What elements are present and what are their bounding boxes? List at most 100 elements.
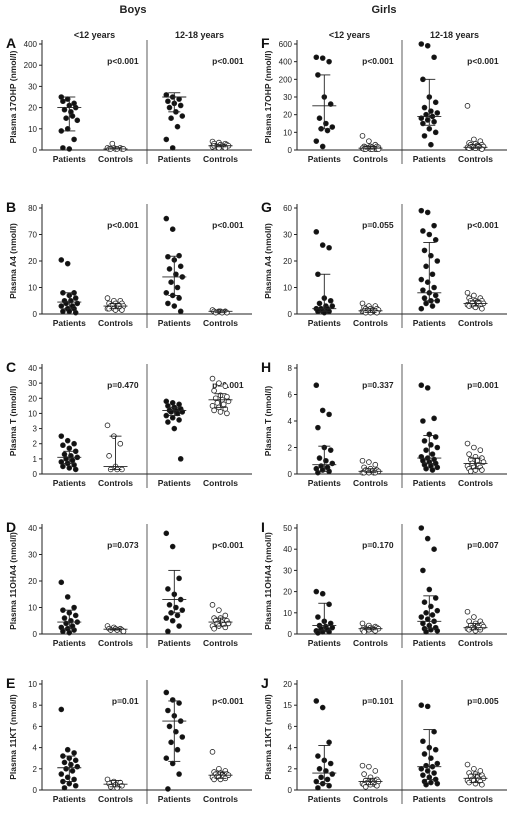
patients-point	[169, 400, 176, 406]
y-tick-label: 30	[28, 551, 37, 560]
patients-point	[163, 412, 170, 419]
patients-point	[434, 760, 441, 767]
controls-point	[209, 602, 216, 608]
patients-point	[61, 615, 68, 621]
patients-point	[431, 54, 437, 61]
y-tick-label: 2	[288, 444, 293, 453]
y-axis-label: Plasma 17OHP (nmol/l)	[263, 50, 273, 143]
controls-point	[464, 289, 471, 296]
patients-point	[326, 629, 332, 635]
patients-point	[418, 305, 425, 312]
y-tick-label: 3	[33, 425, 38, 434]
y-tick-label: 10	[283, 284, 292, 293]
patients-point	[420, 418, 426, 424]
patients-point	[63, 115, 69, 121]
patients-point	[168, 115, 174, 121]
patients-point	[72, 782, 79, 789]
patients-point	[71, 750, 77, 756]
patients-x-label: Patients	[413, 154, 446, 164]
patients-point	[329, 124, 336, 130]
patients-point	[327, 101, 334, 107]
patients-point	[58, 257, 65, 263]
controls-x-label: Controls	[458, 478, 493, 488]
patients-point	[174, 410, 181, 417]
y-tick-label: 0	[33, 146, 38, 155]
p-value: p=0.101	[362, 696, 394, 706]
y-axis-label: Plasma 11KT (nmol/l)	[8, 694, 18, 780]
patients-point	[418, 525, 425, 531]
patients-point	[165, 253, 171, 260]
patients-point	[434, 444, 441, 451]
patients-point	[58, 459, 65, 465]
boys-header: Boys	[120, 4, 147, 16]
y-tick-label: 6	[288, 722, 293, 731]
patients-point	[329, 303, 336, 309]
controls-point	[104, 422, 111, 429]
patients-point	[434, 110, 441, 116]
patients-point	[423, 447, 429, 453]
controls-point	[359, 762, 366, 769]
patients-point	[66, 308, 73, 315]
patients-point	[163, 215, 170, 222]
patients-point	[60, 145, 66, 151]
patients-x-label: Patients	[53, 318, 86, 328]
p-value: p<0.001	[212, 220, 244, 230]
patients-point	[431, 415, 437, 422]
p-value: p<0.001	[362, 56, 394, 66]
y-tick-label: 50	[283, 524, 292, 533]
patients-point	[166, 104, 173, 111]
patients-point	[424, 535, 431, 542]
patients-point	[176, 401, 182, 408]
patients-x-label: Patients	[413, 794, 446, 804]
patients-point	[177, 308, 184, 315]
y-tick-label: 30	[28, 379, 37, 388]
y-tick-label: 30	[28, 82, 37, 91]
patients-point	[432, 746, 439, 753]
patients-point	[69, 768, 76, 774]
patients-point	[420, 120, 426, 127]
patients-x-label: Patients	[53, 794, 86, 804]
patients-point	[61, 759, 68, 766]
patients-point	[165, 628, 171, 635]
patients-point	[316, 455, 323, 461]
patients-point	[428, 141, 434, 148]
patients-point	[166, 602, 173, 608]
controls-point	[217, 409, 224, 415]
patients-point	[168, 279, 174, 286]
patients-point	[326, 58, 332, 65]
patients-point	[432, 237, 439, 243]
y-tick-label: 0	[33, 630, 38, 639]
panel-G: G Plasma A4 (nmol/l) 0 10 20 30 60 p=0.055 Patie…	[261, 199, 507, 328]
y-tick-label: 70	[28, 231, 37, 240]
patients-point	[169, 414, 176, 421]
controls-x-label: Controls	[353, 478, 388, 488]
patients-x-label: Patients	[158, 638, 191, 648]
y-axis-label: Plasma 11OHA4 (nmol/l)	[8, 532, 18, 630]
patients-point	[66, 445, 73, 452]
y-tick-label: 20	[28, 577, 37, 586]
controls-point	[109, 140, 116, 147]
y-tick-label: 8	[33, 701, 38, 710]
controls-point	[211, 776, 217, 783]
y-tick-label: 30	[283, 566, 292, 575]
patients-point	[176, 295, 182, 301]
controls-point	[471, 765, 477, 772]
patients-point	[426, 126, 433, 132]
y-axis-label: Plasma A4 (nmol/l)	[8, 223, 18, 299]
patients-point	[61, 451, 68, 458]
patients-point	[423, 263, 429, 270]
controls-point	[477, 447, 484, 453]
patients-point	[166, 723, 173, 730]
controls-point	[361, 771, 367, 777]
controls-point	[211, 625, 217, 632]
controls-point	[359, 457, 366, 464]
patients-point	[316, 765, 323, 772]
patients-point	[424, 42, 431, 49]
patients-point	[66, 465, 73, 471]
patients-point	[165, 98, 171, 105]
patients-point	[418, 41, 425, 47]
patients-point	[58, 706, 65, 713]
patients-point	[431, 770, 437, 776]
y-tick-label: 20	[283, 680, 292, 689]
patients-point	[163, 755, 170, 761]
